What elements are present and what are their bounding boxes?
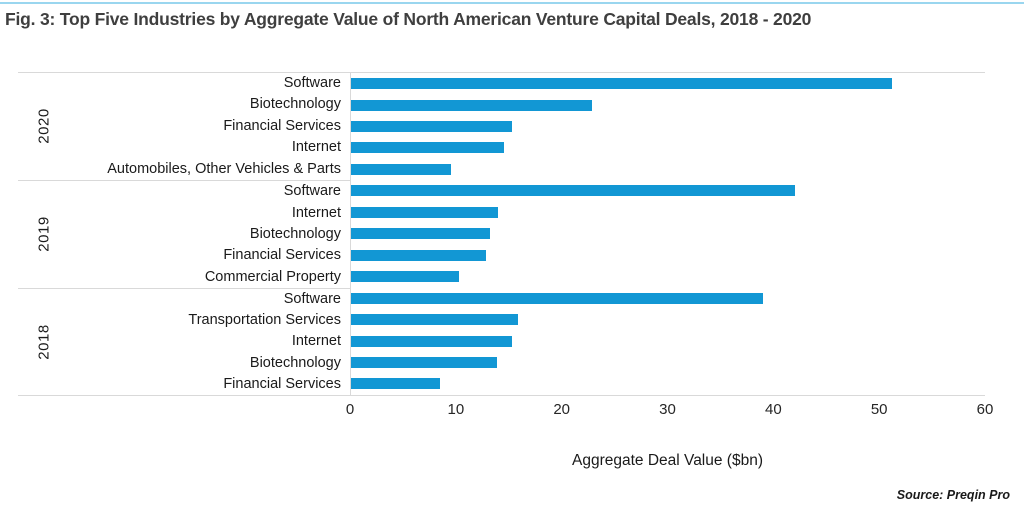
source-credit: Source: Preqin Pro (896, 488, 1010, 502)
x-tick-label: 60 (976, 401, 994, 418)
industry-label: Financial Services (223, 247, 341, 264)
bar-row (351, 202, 985, 223)
industry-label: Transportation Services (188, 311, 341, 328)
plot-column (350, 180, 985, 288)
bar-row (351, 373, 985, 394)
year-group-2018: 2018 Software Transportation Services Inter… (18, 287, 985, 395)
year-group-2019: 2019 Software Internet Biotechnology Financi… (18, 180, 985, 288)
x-tick-label: 50 (870, 401, 888, 418)
x-tick-label: 0 (345, 401, 355, 418)
bar-row (351, 159, 985, 180)
bar-row (351, 137, 985, 158)
bar-row (351, 309, 985, 330)
bar (351, 249, 487, 261)
bar (351, 292, 764, 304)
label-column: 2020 Software Biotechnology Financial Servi… (18, 73, 350, 180)
bar (351, 185, 795, 197)
plot-column (350, 73, 985, 181)
plot-column (350, 287, 985, 395)
bar-row (351, 288, 985, 309)
x-tick-label: 20 (553, 401, 570, 418)
industry-label: Biotechnology (249, 226, 341, 243)
industry-label: Software (283, 290, 341, 307)
industry-label: Software (283, 183, 341, 200)
bar (351, 356, 497, 368)
bar (351, 99, 592, 111)
industry-label: Financial Services (223, 376, 341, 393)
bar-row (351, 116, 985, 137)
bar (351, 335, 512, 347)
industry-label: Software (283, 75, 341, 92)
year-group-2020: 2020 Software Biotechnology Financial Servi… (18, 73, 985, 181)
industry-label: Automobiles, Other Vehicles & Parts (107, 160, 341, 177)
top-accent-line (0, 2, 1024, 4)
label-column: 2019 Software Internet Biotechnology Financi… (18, 180, 350, 287)
bar-row (351, 352, 985, 373)
x-tick-label: 40 (764, 401, 782, 418)
industry-label: Internet (291, 139, 341, 156)
bar (351, 142, 505, 154)
bar (351, 271, 459, 283)
bar (351, 120, 512, 132)
industry-label: Internet (291, 333, 341, 350)
industry-label: Internet (291, 204, 341, 221)
year-label: 2020 (35, 108, 53, 144)
year-label: 2018 (35, 323, 53, 360)
x-axis-title: Aggregate Deal Value ($bn) (571, 452, 763, 469)
chart-area: 2020 Software Biotechnology Financial Servi… (18, 72, 985, 396)
bar-row (351, 223, 985, 244)
bar (351, 78, 892, 90)
industry-label: Biotechnology (249, 354, 341, 371)
bar-row (351, 330, 985, 351)
bar (351, 314, 518, 326)
bar-row (351, 244, 985, 265)
label-column: 2018 Software Transportation Services Inter… (18, 287, 350, 395)
industry-label: Biotechnology (249, 96, 341, 113)
x-tick-label: 30 (659, 401, 676, 418)
bar (351, 228, 491, 240)
x-axis-ticks: 0 10 20 30 40 50 60 (18, 401, 994, 419)
bar (351, 206, 498, 218)
bar-row (351, 94, 985, 115)
industry-label: Commercial Property (204, 268, 341, 285)
bar (351, 378, 440, 390)
industry-label: Financial Services (223, 117, 341, 134)
bar (351, 163, 452, 175)
bar-row (351, 73, 985, 94)
x-tick-label: 10 (447, 401, 465, 418)
chart-title: Fig. 3: Top Five Industries by Aggregate… (5, 9, 812, 29)
year-label: 2019 (35, 216, 53, 252)
bar-row (351, 266, 985, 287)
bar-row (351, 180, 985, 201)
